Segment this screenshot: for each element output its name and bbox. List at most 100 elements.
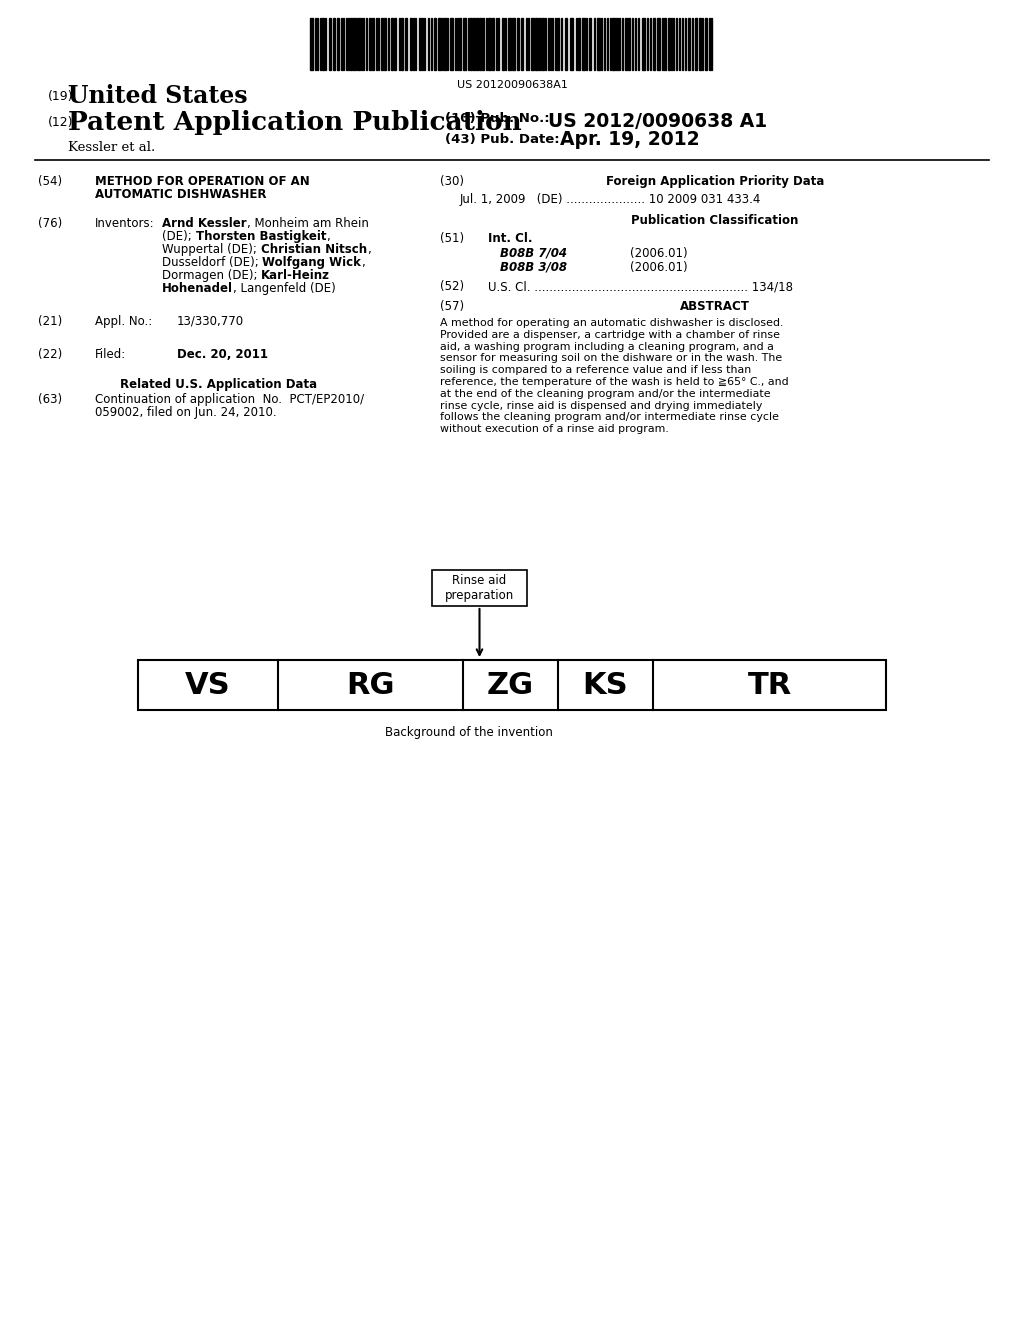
Bar xyxy=(444,18,446,70)
Text: (10) Pub. No.:: (10) Pub. No.: xyxy=(445,112,550,125)
Text: Related U.S. Application Data: Related U.S. Application Data xyxy=(120,378,317,391)
Bar xyxy=(391,18,393,70)
Text: (57): (57) xyxy=(440,300,464,313)
Text: Background of the invention: Background of the invention xyxy=(385,726,553,739)
Bar xyxy=(625,18,627,70)
Text: Publication Classification: Publication Classification xyxy=(632,214,799,227)
Bar xyxy=(419,18,421,70)
Bar xyxy=(482,18,484,70)
Bar xyxy=(372,18,374,70)
Text: Filed:: Filed: xyxy=(95,348,126,360)
Text: Karl-Heinz: Karl-Heinz xyxy=(261,269,331,282)
Text: Christian Nitsch: Christian Nitsch xyxy=(261,243,367,256)
Bar xyxy=(476,18,478,70)
Text: (2006.01): (2006.01) xyxy=(630,247,688,260)
Bar xyxy=(353,18,355,70)
Text: Wolfgang Wick: Wolfgang Wick xyxy=(262,256,361,269)
Bar xyxy=(578,18,580,70)
Text: (54): (54) xyxy=(38,176,62,187)
Text: United States: United States xyxy=(68,84,248,108)
Text: (DE);: (DE); xyxy=(162,230,196,243)
Bar xyxy=(688,18,690,70)
Text: VS: VS xyxy=(185,671,230,700)
Text: aid, a washing program including a cleaning program, and a: aid, a washing program including a clean… xyxy=(440,342,774,351)
Bar xyxy=(542,18,544,70)
Bar xyxy=(695,18,697,70)
Bar xyxy=(612,18,615,70)
Bar xyxy=(539,18,541,70)
Bar xyxy=(479,18,481,70)
Text: soiling is compared to a reference value and if less than: soiling is compared to a reference value… xyxy=(440,366,752,375)
Text: KS: KS xyxy=(583,671,629,700)
Text: Wuppertal (DE);: Wuppertal (DE); xyxy=(162,243,261,256)
Text: B08B 3/08: B08B 3/08 xyxy=(500,261,567,275)
Bar xyxy=(512,18,515,70)
Bar xyxy=(521,18,523,70)
Bar xyxy=(369,18,371,70)
Bar xyxy=(488,18,490,70)
Text: Int. Cl.: Int. Cl. xyxy=(488,232,532,246)
Text: Appl. No.:: Appl. No.: xyxy=(95,315,153,327)
Bar xyxy=(597,18,600,70)
Bar xyxy=(582,18,585,70)
Text: (63): (63) xyxy=(38,393,62,407)
Text: US 2012/0090638 A1: US 2012/0090638 A1 xyxy=(548,112,767,131)
Text: Hohenadel: Hohenadel xyxy=(162,282,233,294)
Bar xyxy=(438,18,441,70)
Text: Kessler et al.: Kessler et al. xyxy=(68,141,156,154)
Text: Inventors:: Inventors: xyxy=(95,216,155,230)
Bar xyxy=(310,18,313,70)
Text: TR: TR xyxy=(748,671,792,700)
Text: ,: , xyxy=(367,243,371,256)
Text: B08B 7/04: B08B 7/04 xyxy=(500,247,567,260)
Text: Foreign Application Priority Data: Foreign Application Priority Data xyxy=(606,176,824,187)
Text: without execution of a rinse aid program.: without execution of a rinse aid program… xyxy=(440,424,669,434)
Bar xyxy=(432,570,527,606)
Text: (52): (52) xyxy=(440,280,464,293)
Text: sensor for measuring soil on the dishware or in the wash. The: sensor for measuring soil on the dishwar… xyxy=(440,354,782,363)
Bar xyxy=(668,18,670,70)
Bar xyxy=(517,18,519,70)
Bar xyxy=(705,18,707,70)
Bar xyxy=(406,18,407,70)
Text: Thorsten Bastigkeit: Thorsten Bastigkeit xyxy=(196,230,326,243)
Text: ABSTRACT: ABSTRACT xyxy=(680,300,750,313)
Text: ,: , xyxy=(361,256,366,269)
Text: RG: RG xyxy=(346,671,394,700)
Bar xyxy=(337,18,339,70)
Bar xyxy=(570,18,573,70)
Bar xyxy=(450,18,453,70)
Text: Apr. 19, 2012: Apr. 19, 2012 xyxy=(560,129,699,149)
Text: (51): (51) xyxy=(440,232,464,246)
Bar xyxy=(463,18,466,70)
Bar xyxy=(394,18,396,70)
Text: Arnd Kessler: Arnd Kessler xyxy=(162,216,247,230)
Text: AUTOMATIC DISHWASHER: AUTOMATIC DISHWASHER xyxy=(95,187,266,201)
Bar xyxy=(657,18,660,70)
Bar xyxy=(664,18,666,70)
Text: (12): (12) xyxy=(48,116,74,129)
Bar xyxy=(628,18,630,70)
Bar xyxy=(473,18,475,70)
Text: ,: , xyxy=(326,230,330,243)
Bar xyxy=(410,18,412,70)
Bar xyxy=(589,18,591,70)
Text: , Langenfeld (DE): , Langenfeld (DE) xyxy=(233,282,336,294)
Bar xyxy=(492,18,494,70)
Text: (43) Pub. Date:: (43) Pub. Date: xyxy=(445,133,560,147)
Text: follows the cleaning program and/or intermediate rinse cycle: follows the cleaning program and/or inte… xyxy=(440,412,779,422)
Text: (30): (30) xyxy=(440,176,464,187)
Text: (76): (76) xyxy=(38,216,62,230)
Text: (22): (22) xyxy=(38,348,62,360)
Bar xyxy=(642,18,645,70)
Text: (2006.01): (2006.01) xyxy=(630,261,688,275)
Text: Patent Application Publication: Patent Application Publication xyxy=(68,110,522,135)
Bar xyxy=(470,18,472,70)
Bar xyxy=(333,18,335,70)
Text: Provided are a dispenser, a cartridge with a chamber of rinse: Provided are a dispenser, a cartridge wi… xyxy=(440,330,780,339)
Text: 13/330,770: 13/330,770 xyxy=(177,315,244,327)
Bar xyxy=(434,18,436,70)
Bar xyxy=(401,18,403,70)
Bar xyxy=(459,18,461,70)
Bar xyxy=(329,18,331,70)
